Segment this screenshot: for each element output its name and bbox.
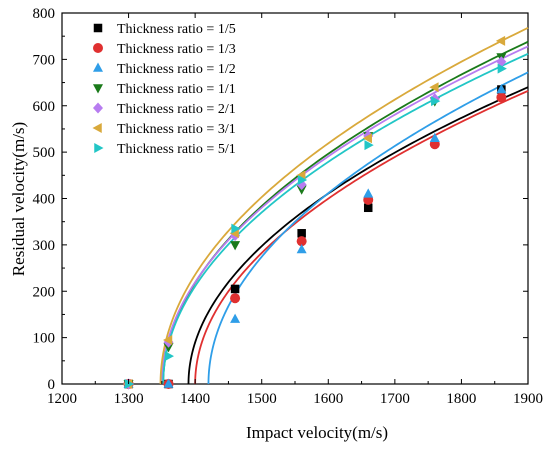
data-point [364, 140, 374, 151]
data-point [163, 343, 174, 353]
x-tick-label: 1400 [180, 391, 210, 407]
legend-marker [93, 62, 103, 72]
legend-entry: Thickness ratio = 3/1 [117, 122, 236, 137]
data-point [497, 63, 507, 74]
legend-marker [92, 123, 102, 133]
x-tick-label: 1700 [380, 391, 410, 407]
y-tick-label: 500 [33, 145, 56, 161]
legend-marker [94, 143, 104, 153]
y-tick-label: 200 [33, 284, 56, 300]
y-tick-label: 700 [33, 52, 56, 68]
fit-curve [159, 27, 529, 385]
y-axis-title: Residual velocity(m/s) [9, 122, 28, 276]
data-point [363, 203, 373, 213]
x-tick-label: 1600 [313, 391, 343, 407]
fit-curve [160, 45, 529, 385]
data-point [230, 313, 241, 323]
data-point [496, 84, 507, 94]
data-point [363, 188, 374, 198]
fit-curve [162, 52, 529, 385]
y-tick-label: 100 [33, 331, 56, 347]
legend-marker [93, 23, 103, 33]
data-point [297, 229, 306, 238]
legend-entry: Thickness ratio = 1/2 [117, 62, 236, 77]
data-point [163, 334, 173, 345]
x-tick-label: 1500 [247, 391, 277, 407]
data-point [362, 133, 372, 144]
fit-curve [187, 86, 529, 385]
data-point [230, 284, 240, 294]
data-point [230, 241, 241, 251]
data-point [496, 92, 507, 103]
legend-entry: Thickness ratio = 1/3 [117, 42, 236, 57]
data-point [163, 378, 174, 388]
x-tick-label: 1300 [114, 391, 144, 407]
legend: Thickness ratio = 1/5 Thickness ratio = 1… [92, 22, 236, 157]
data-point [164, 351, 175, 362]
fit-curves [159, 27, 529, 385]
y-tick-label: 800 [33, 6, 56, 22]
data-point [429, 82, 439, 93]
y-tick-label: 600 [33, 99, 56, 115]
x-tick-label: 1200 [47, 391, 77, 407]
data-point [124, 379, 135, 389]
data-point [296, 244, 307, 254]
legend-marker [93, 84, 103, 94]
legend-marker [93, 43, 103, 53]
data-point [296, 185, 307, 195]
y-tick-label: 300 [33, 238, 56, 254]
legend-entry: Thickness ratio = 1/1 [117, 82, 236, 97]
y-tick-label: 0 [48, 377, 56, 393]
data-point [431, 96, 441, 107]
data-markers [123, 35, 507, 390]
data-point [495, 35, 506, 46]
fit-curve [207, 71, 529, 385]
data-point [296, 236, 307, 247]
data-point [231, 223, 241, 234]
data-point [297, 174, 308, 185]
y-tick-label: 400 [33, 192, 56, 208]
data-point [230, 293, 241, 304]
legend-marker [93, 102, 103, 114]
legend-entry: Thickness ratio = 2/1 [117, 102, 236, 117]
x-axis-title: Impact velocity(m/s) [246, 423, 388, 442]
data-point [429, 132, 440, 142]
legend-entry: Thickness ratio = 5/1 [117, 142, 236, 157]
legend-entry: Thickness ratio = 1/5 [117, 22, 236, 37]
axis-ticks: 1200 1300 1400 1500 1600 1700 1800 1900 0 100 200 3… [33, 6, 544, 407]
x-tick-label: 1800 [446, 391, 476, 407]
x-tick-label: 1900 [513, 391, 543, 407]
